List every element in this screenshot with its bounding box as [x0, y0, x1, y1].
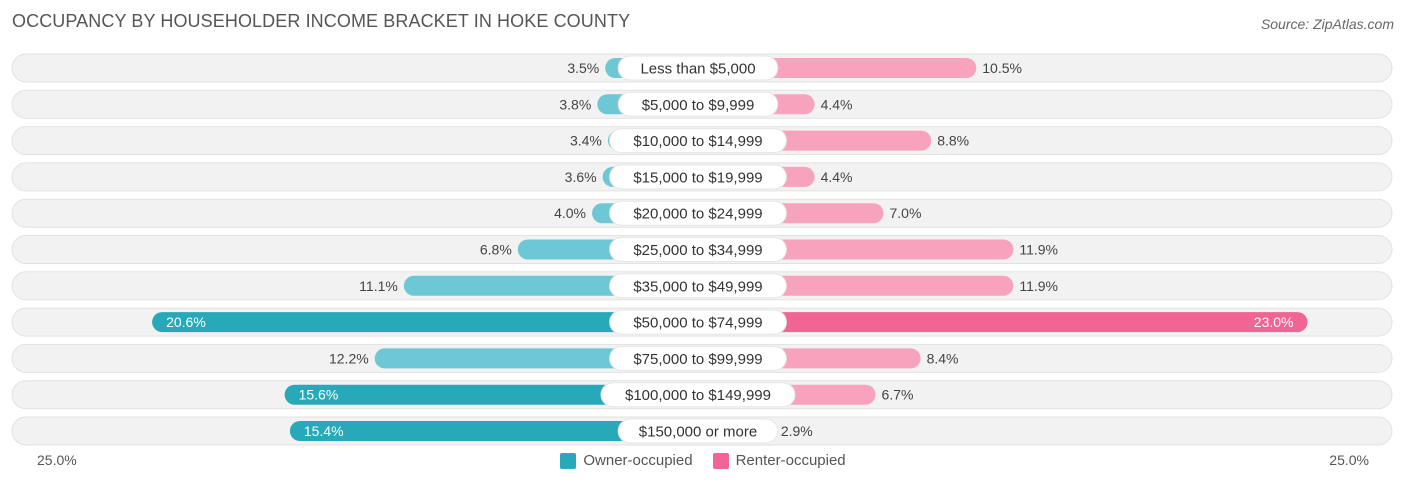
renter-value-label: 7.0%	[890, 205, 922, 221]
owner-value-label: 4.0%	[554, 205, 586, 221]
owner-value-label: 3.8%	[559, 96, 591, 112]
renter-value-label: 6.7%	[882, 387, 914, 403]
owner-value-label: 12.2%	[329, 350, 369, 366]
legend-item-renter[interactable]: Renter-occupied	[712, 452, 846, 469]
category-label: $35,000 to $49,999	[633, 278, 762, 295]
owner-value-label: 15.6%	[299, 387, 339, 403]
owner-value-label: 6.8%	[480, 242, 512, 258]
category-label: $75,000 to $99,999	[633, 351, 762, 368]
renter-value-label: 4.4%	[821, 169, 853, 185]
owner-value-label: 15.4%	[304, 423, 344, 439]
chart-title: OCCUPANCY BY HOUSEHOLDER INCOME BRACKET …	[12, 11, 631, 31]
category-label: $50,000 to $74,999	[633, 315, 762, 332]
legend-swatch-renter	[712, 452, 729, 469]
owner-value-label: 3.5%	[567, 60, 599, 76]
category-label: $150,000 or more	[639, 424, 757, 441]
owner-bar	[284, 384, 698, 405]
renter-bar	[698, 312, 1308, 333]
category-pill	[609, 128, 787, 154]
legend-label-owner: Owner-occupied	[583, 452, 693, 469]
renter-value-label: 11.9%	[1019, 242, 1058, 258]
owner-value-label: 3.6%	[565, 169, 597, 185]
owner-bar	[152, 312, 699, 333]
owner-bar	[289, 421, 698, 441]
renter-value-label: 10.5%	[982, 60, 1022, 76]
legend: Owner-occupied Renter-occupied	[0, 452, 1406, 469]
category-pill	[609, 309, 787, 335]
renter-value-label: 4.4%	[821, 96, 853, 112]
category-pill	[617, 418, 779, 444]
category-label: $20,000 to $24,999	[633, 206, 762, 223]
renter-value-label: 8.8%	[937, 133, 969, 149]
renter-value-label: 8.4%	[927, 350, 959, 366]
category-pill	[617, 55, 779, 81]
owner-value-label: 11.1%	[359, 278, 398, 294]
category-pill	[609, 200, 787, 226]
renter-value-label: 11.9%	[1019, 278, 1058, 294]
owner-value-label: 3.4%	[570, 133, 602, 149]
category-pill	[609, 273, 787, 299]
axis-max-label: 25.0%	[1329, 452, 1369, 468]
category-label: $5,000 to $9,999	[642, 97, 755, 114]
category-label: $15,000 to $19,999	[633, 169, 762, 186]
category-label: $100,000 to $149,999	[625, 387, 771, 404]
source-note: Source: ZipAtlas.com	[1260, 16, 1394, 32]
legend-item-owner[interactable]: Owner-occupied	[560, 452, 693, 469]
category-label: $10,000 to $14,999	[633, 133, 762, 150]
legend-label-renter: Renter-occupied	[735, 452, 846, 469]
category-pill	[609, 237, 787, 262]
renter-value-label: 2.9%	[781, 423, 813, 439]
axis-min-label: 25.0%	[37, 452, 77, 468]
renter-value-label: 23.0%	[1254, 314, 1294, 330]
category-pill	[609, 345, 787, 371]
category-pill	[600, 382, 796, 408]
owner-value-label: 20.6%	[166, 314, 206, 330]
legend-swatch-owner	[560, 452, 577, 469]
category-pill	[609, 164, 787, 190]
category-label: Less than $5,000	[640, 61, 755, 78]
category-label: $25,000 to $34,999	[633, 242, 762, 259]
category-pill	[617, 91, 779, 117]
